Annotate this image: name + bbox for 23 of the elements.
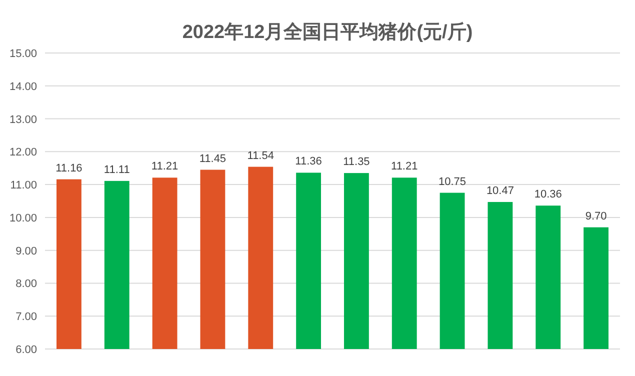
y-tick-label: 15.00 (9, 48, 37, 60)
y-tick-label: 10.00 (9, 212, 37, 224)
y-tick-label: 9.00 (16, 245, 37, 258)
data-label: 11.21 (151, 160, 178, 173)
data-label: 11.36 (295, 156, 322, 168)
y-tick-label: 12.00 (9, 146, 37, 159)
data-label: 11.54 (247, 150, 274, 162)
data-label: 11.11 (104, 164, 130, 176)
y-tick-label: 11.00 (10, 180, 37, 192)
data-label: 10.75 (438, 176, 466, 188)
y-tick-label: 7.00 (16, 311, 37, 324)
y-tick-label: 8.00 (16, 278, 37, 290)
data-label: 11.45 (199, 152, 226, 165)
data-label: 9.70 (585, 210, 607, 222)
y-tick-label: 13.00 (9, 114, 37, 126)
data-label: 10.36 (534, 188, 562, 201)
data-label: 11.21 (391, 160, 418, 173)
y-tick-label: 6.00 (16, 344, 37, 356)
data-label: 11.16 (56, 162, 82, 174)
y-tick-label: 14.00 (9, 80, 37, 93)
chart-title: 2022年12月全国日平均猪价(元/斤) (182, 21, 473, 43)
data-label: 10.47 (486, 184, 514, 197)
data-label: 11.35 (343, 156, 370, 168)
